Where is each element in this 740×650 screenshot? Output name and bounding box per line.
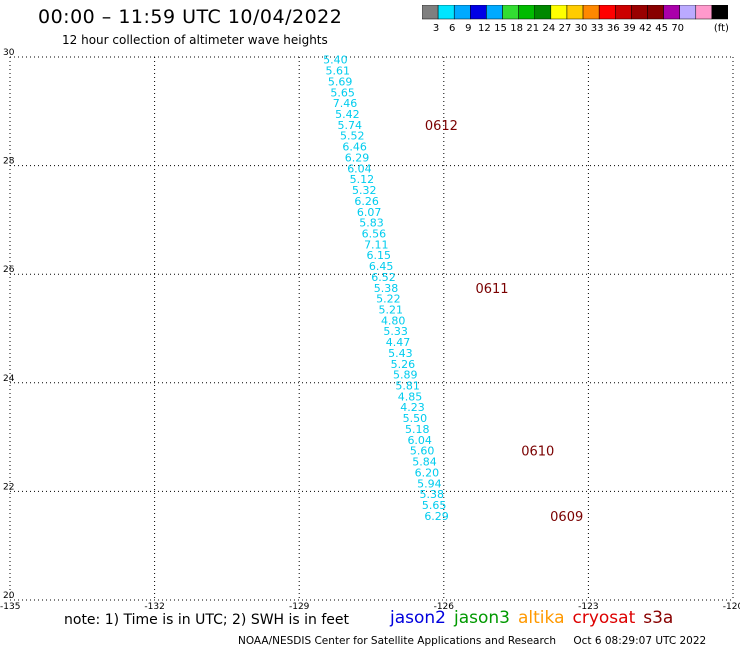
satellite-legend: jason2 jason3 altika cryosat s3a	[390, 608, 681, 628]
swh-point: 5.65	[422, 499, 447, 512]
footer-timestamp: Oct 6 08:29:07 UTC 2022	[573, 635, 707, 647]
x-tick-label: -135	[0, 602, 20, 612]
satellite-jason2: jason2	[390, 608, 446, 628]
swh-point: 5.69	[328, 75, 353, 88]
colorbar-label: 39	[623, 23, 636, 34]
satellite-altika: altika	[518, 608, 565, 628]
y-tick-label: 26	[3, 265, 15, 275]
swh-point: 4.23	[400, 401, 425, 414]
colorbar-label: 36	[607, 23, 620, 34]
satellite-s3a: s3a	[643, 608, 674, 628]
swh-point: 7.46	[333, 97, 358, 110]
swh-point: 5.65	[330, 86, 355, 99]
swh-point: 6.46	[342, 141, 367, 154]
swh-point: 4.47	[386, 336, 411, 349]
y-tick-label: 30	[3, 48, 15, 58]
swh-point: 7.11	[364, 238, 389, 251]
swh-point: 5.50	[403, 412, 428, 425]
x-tick-label: -129	[289, 602, 310, 612]
colorbar-label: 18	[510, 23, 523, 34]
swh-point: 5.26	[391, 358, 416, 371]
swh-point: 5.61	[326, 65, 351, 78]
swh-point: 6.26	[354, 195, 379, 208]
swh-point: 6.45	[369, 260, 394, 273]
swh-point: 5.60	[410, 445, 435, 458]
chart-subtitle: 12 hour collection of altimeter wave hei…	[62, 33, 328, 47]
swh-point: 6.20	[415, 466, 440, 479]
colorbar-label: 6	[449, 23, 455, 34]
y-tick-label: 20	[3, 591, 15, 601]
footer-credit: NOAA/NESDIS Center for Satellite Applica…	[238, 635, 556, 647]
swh-point: 5.38	[374, 282, 399, 295]
x-tick-label: -123	[578, 602, 598, 612]
time-label: 0610	[521, 445, 554, 460]
swh-point: 5.81	[395, 380, 420, 393]
swh-point: 5.32	[352, 184, 377, 197]
chart-title: 00:00 – 11:59 UTC 10/04/2022	[38, 6, 343, 28]
time-label: 0612	[425, 119, 458, 134]
swh-point: 5.43	[388, 347, 413, 360]
colorbar-label: 21	[526, 23, 539, 34]
swh-point: 5.38	[420, 488, 445, 501]
y-tick-label: 22	[3, 482, 14, 492]
time-label: 0611	[475, 282, 508, 297]
colorbar-label: 70	[671, 23, 684, 34]
colorbar-label: 15	[494, 23, 507, 34]
swh-point: 5.33	[383, 325, 408, 338]
swh-point: 6.15	[366, 249, 391, 262]
colorbar-label: 30	[575, 23, 588, 34]
x-tick-label: -126	[434, 602, 455, 612]
satellite-cryosat: cryosat	[572, 608, 636, 628]
colorbar-label: (ft)	[714, 23, 728, 34]
y-tick-label: 28	[3, 157, 15, 167]
satellite-jason3: jason3	[454, 608, 510, 628]
swh-point: 5.18	[405, 423, 430, 436]
colorbar-swatch	[711, 5, 728, 20]
footer: NOAA/NESDIS Center for Satellite Applica…	[238, 635, 706, 647]
swh-point: 5.21	[379, 303, 404, 316]
swh-point: 6.29	[345, 151, 370, 164]
x-tick-label: -132	[144, 602, 164, 612]
swh-point: 5.52	[340, 130, 365, 143]
x-tick-label: -120	[723, 602, 740, 612]
swh-point: 5.12	[350, 173, 375, 186]
swh-point: 4.85	[398, 390, 423, 403]
swh-point: 6.04	[407, 434, 432, 447]
swh-point: 6.29	[424, 510, 449, 523]
swh-point: 6.07	[357, 206, 382, 219]
colorbar-label: 3	[433, 23, 439, 34]
swh-point: 6.56	[362, 227, 387, 240]
swh-point: 5.22	[376, 293, 401, 306]
colorbar-label: 9	[465, 23, 471, 34]
colorbar-label: 24	[542, 23, 555, 34]
colorbar-label: 45	[655, 23, 668, 34]
swh-point: 6.52	[371, 271, 396, 284]
wave-height-colorbar: 3 6 9 12 15 18 21 24 27 30 33 36 39 42 45 70 (ft)	[422, 5, 728, 34]
colorbar-label: 42	[639, 23, 652, 34]
swh-point: 5.74	[338, 119, 363, 132]
units-note: note: 1) Time is in UTC; 2) SWH is in fe…	[64, 612, 350, 628]
time-label: 0609	[550, 510, 583, 525]
colorbar-label: 33	[591, 23, 604, 34]
swh-point: 5.89	[393, 369, 418, 382]
swh-point: 5.84	[412, 456, 437, 469]
y-tick-label: 24	[3, 374, 15, 384]
swh-point: 6.04	[347, 162, 372, 175]
swh-point: 5.94	[417, 477, 442, 490]
swh-point: 5.40	[323, 54, 348, 67]
colorbar-label: 12	[478, 23, 491, 34]
swh-point: 4.80	[381, 314, 406, 327]
colorbar-label: 27	[559, 23, 572, 34]
swh-point: 5.83	[359, 217, 384, 230]
swh-point: 5.42	[335, 108, 360, 121]
